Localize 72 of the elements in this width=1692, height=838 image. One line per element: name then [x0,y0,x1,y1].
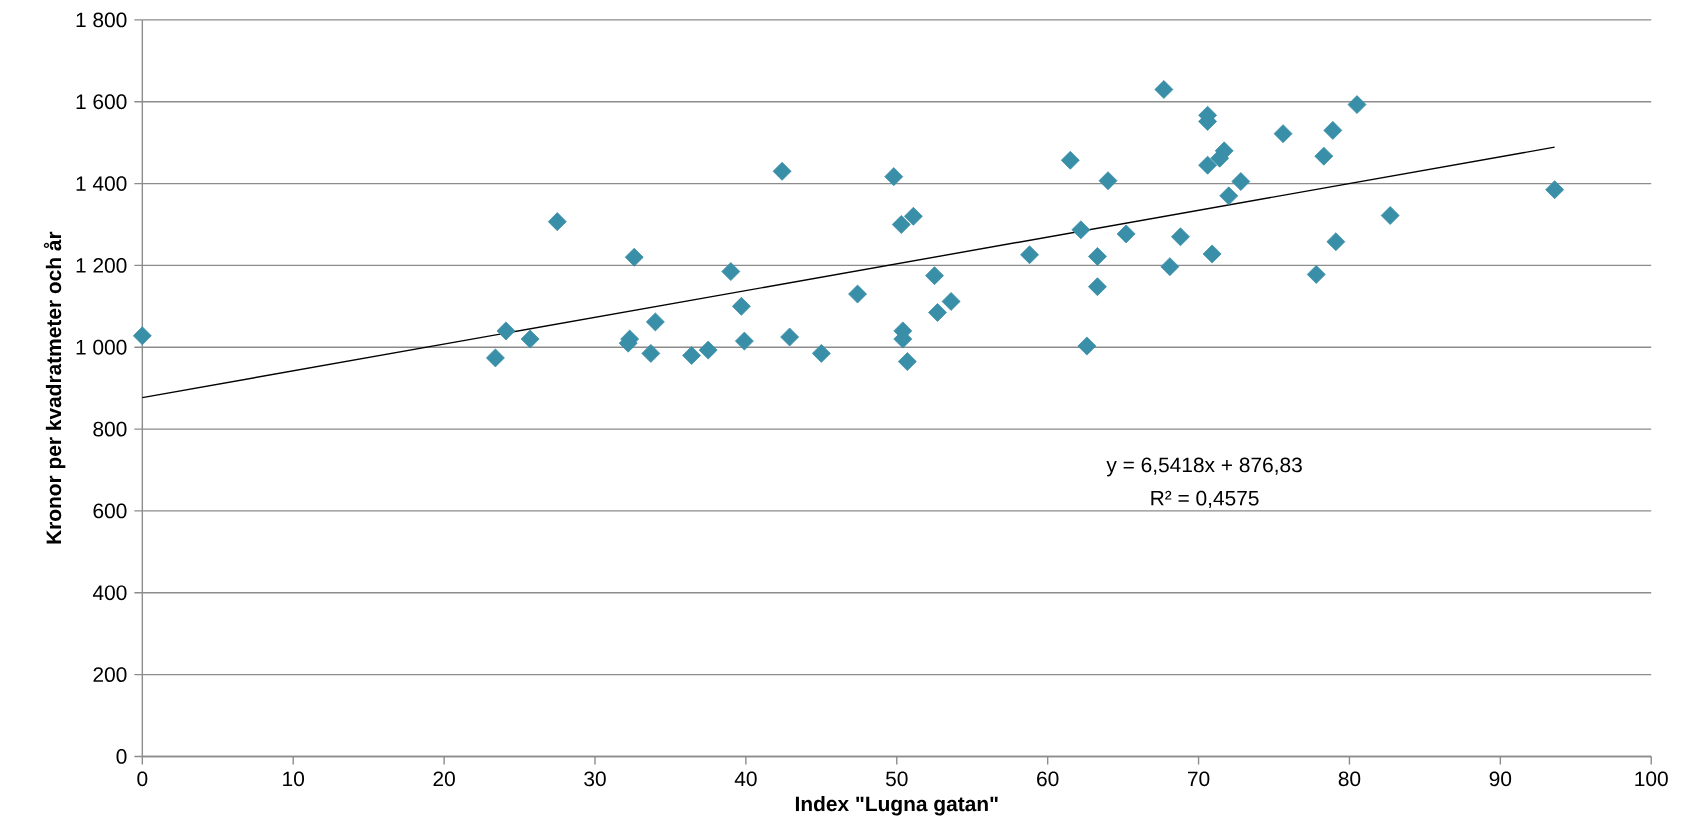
point [1231,172,1251,191]
y-tick-label: 1 400 [76,176,127,191]
point [496,321,516,341]
point [780,327,800,347]
point [1160,257,1180,277]
point [1198,155,1218,175]
point [1306,264,1326,284]
x-tick-label: 40 [734,771,757,787]
annotation: y = 6,5418x + 876,83 [1106,457,1302,477]
point [1380,206,1400,225]
y-tick-label: 200 [93,667,127,682]
y-tick-label: 1 600 [76,94,127,110]
annotation: R² = 0,4575 [1151,490,1259,509]
y-axis-title: Kronor per kvadratmeter och år [43,231,66,544]
point [1071,220,1091,240]
point [1098,171,1118,191]
point [1326,232,1346,252]
y-tick-label: 1 200 [76,258,127,273]
point [1154,80,1174,99]
point [641,343,661,363]
point [772,161,792,181]
point [1323,120,1343,140]
y-tick-label: 1 000 [76,339,127,355]
point [1314,146,1334,166]
y-tick-label: 600 [93,503,127,519]
point [1088,277,1107,297]
point [731,296,751,316]
point [1171,227,1190,247]
point [721,262,741,281]
x-tick-label: 80 [1338,771,1361,787]
x-tick-label: 70 [1187,771,1210,787]
x-tick-label: 50 [885,771,908,787]
point [734,331,754,351]
point [941,292,961,311]
point [547,212,567,232]
point [486,348,505,368]
point [848,284,867,304]
point [1219,186,1239,206]
point [1202,244,1222,264]
point [928,303,947,322]
y-tick-label: 1 800 [76,12,127,28]
point [903,206,923,226]
y-tick-label: 400 [92,585,127,601]
point [1116,224,1136,244]
point [1077,336,1097,356]
point [682,346,701,365]
point [645,312,665,332]
point [1088,246,1107,266]
point [891,215,911,234]
point [811,343,831,363]
point [1545,180,1565,200]
point [520,329,540,349]
y-tick-label: 800 [93,421,127,437]
point [132,326,152,346]
point [925,266,944,286]
x-tick-label: 20 [433,771,455,787]
y-tick-label: 0 [116,749,127,764]
point [624,247,644,267]
point [897,352,917,371]
x-tick-label: 30 [584,771,606,787]
x-tick-label: 0 [137,771,148,787]
point [698,340,718,360]
x-tick-label: 60 [1037,771,1059,787]
x-tick-label: 100 [1635,771,1668,787]
point [1347,95,1367,114]
x-axis-title: Index "Lugna gatan" [795,795,998,816]
x-tick-label: 90 [1489,771,1512,787]
point [1060,150,1080,170]
point [884,167,904,187]
point [1273,124,1293,144]
x-tick-label: 10 [283,771,305,787]
point [1020,245,1039,265]
